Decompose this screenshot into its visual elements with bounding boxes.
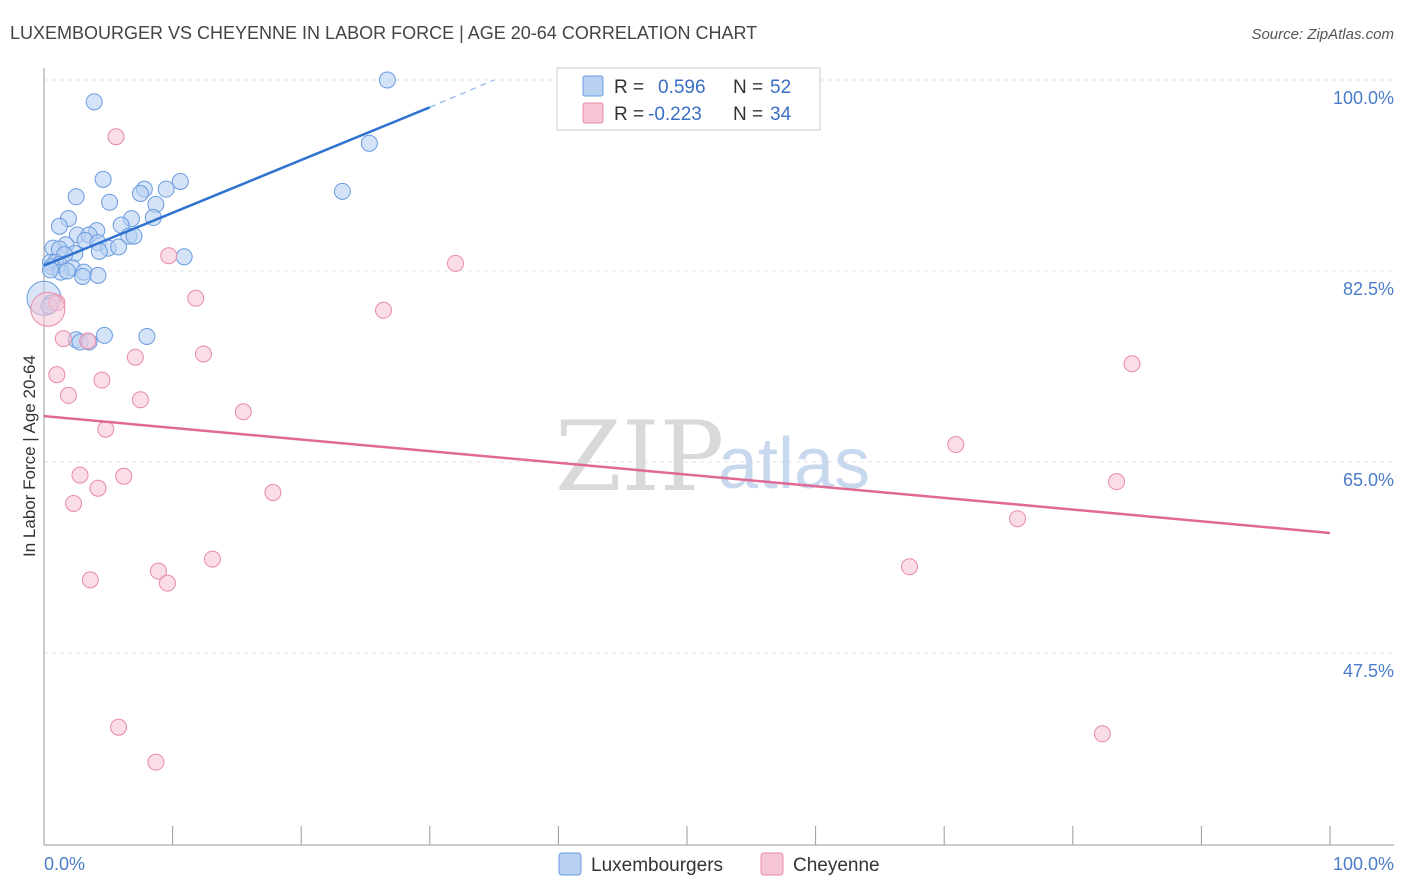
cheyenne-point-15 bbox=[234, 403, 252, 421]
legend-n-value-1: 52 bbox=[770, 77, 791, 98]
luxembourgers-point-0 bbox=[378, 71, 396, 89]
x-tick-marks bbox=[43, 826, 1331, 845]
luxembourgers-point-42 bbox=[74, 267, 92, 285]
cheyenne-point-1 bbox=[160, 247, 178, 265]
luxembourgers-point-2 bbox=[360, 134, 378, 152]
cheyenne-point-18 bbox=[71, 466, 89, 484]
y-tick-label-1: 82.5% bbox=[1343, 279, 1394, 299]
cheyenne-point-16 bbox=[97, 420, 115, 438]
cheyenne-point-25 bbox=[203, 550, 221, 568]
cheyenne-point-14 bbox=[59, 386, 77, 404]
x-tick-label-right: 100.0% bbox=[1333, 854, 1394, 874]
cheyenne-point-21 bbox=[1108, 473, 1126, 491]
luxembourgers-point-6 bbox=[157, 180, 175, 198]
y-tick-label-3: 47.5% bbox=[1343, 661, 1394, 681]
cheyenne-point-9 bbox=[126, 348, 144, 366]
cheyenne-point-23 bbox=[65, 494, 83, 512]
cheyenne-point-13 bbox=[131, 391, 149, 409]
cheyenne-point-10 bbox=[1123, 355, 1141, 373]
cheyenne-trend-line bbox=[43, 414, 1331, 535]
cheyenne-point-2 bbox=[447, 254, 465, 272]
cheyenne-point-8 bbox=[194, 345, 212, 363]
cheyenne-point-28 bbox=[81, 571, 99, 589]
cheyenne-point-22 bbox=[264, 484, 282, 502]
cheyenne-point-5 bbox=[375, 301, 393, 319]
y-tick-labels: 100.0% 82.5% 65.0% 47.5% bbox=[1333, 88, 1394, 681]
legend-n-label-2: N = bbox=[733, 104, 763, 125]
luxembourgers-point-39 bbox=[58, 262, 76, 280]
legend-r-label-2: R = bbox=[614, 104, 644, 125]
chart-source: Source: ZipAtlas.com bbox=[1251, 26, 1394, 43]
cheyenne-point-3 bbox=[187, 289, 205, 307]
data-points bbox=[26, 71, 1141, 771]
cheyenne-point-30 bbox=[110, 718, 128, 736]
cheyenne-point-31 bbox=[147, 753, 165, 771]
chart-title: LUXEMBOURGER VS CHEYENNE IN LABOR FORCE … bbox=[10, 23, 757, 43]
luxembourgers-trend-extension bbox=[429, 79, 495, 108]
legend-box: R = 0.596 N = 52 R = -0.223 N = 34 bbox=[556, 67, 821, 131]
watermark-atlas: atlas bbox=[718, 424, 870, 504]
cheyenne-point-20 bbox=[89, 479, 107, 497]
luxembourgers-point-9 bbox=[67, 188, 85, 206]
legend-swatch-cheyenne bbox=[582, 102, 604, 124]
luxembourgers-point-43 bbox=[89, 266, 107, 284]
luxembourgers-point-32 bbox=[175, 248, 193, 266]
gridlines bbox=[44, 79, 1394, 654]
cheyenne-point-0 bbox=[107, 128, 125, 146]
legend-r-value-1: 0.596 bbox=[658, 77, 706, 98]
luxembourgers-point-47 bbox=[138, 327, 156, 345]
cheyenne-point-19 bbox=[115, 467, 133, 485]
watermark-zip: ZIP bbox=[555, 401, 724, 513]
legend-n-value-2: 34 bbox=[770, 104, 792, 125]
luxembourgers-point-26 bbox=[110, 238, 128, 256]
legend-r-value-2: -0.223 bbox=[648, 104, 702, 125]
cheyenne-point-27 bbox=[900, 558, 918, 576]
luxembourgers-point-7 bbox=[131, 185, 149, 203]
luxembourgers-point-46 bbox=[95, 326, 113, 344]
bottom-legend-label-cheyenne: Cheyenne bbox=[793, 855, 880, 876]
bottom-legend-label-luxembourgers: Luxembourgers bbox=[591, 855, 723, 876]
cheyenne-point-11 bbox=[48, 366, 66, 384]
x-tick-label-left: 0.0% bbox=[44, 854, 85, 874]
bottom-legend-swatch-luxembourgers bbox=[558, 852, 582, 876]
legend-swatch-luxembourgers bbox=[582, 75, 604, 97]
luxembourgers-point-16 bbox=[50, 217, 68, 235]
cheyenne-point-17 bbox=[947, 436, 965, 454]
luxembourgers-point-8 bbox=[333, 182, 351, 200]
cheyenne-point-26 bbox=[149, 562, 167, 580]
cheyenne-point-12 bbox=[93, 371, 111, 389]
legend-n-label-1: N = bbox=[733, 77, 763, 98]
legend-r-label-1: R = bbox=[614, 77, 644, 98]
y-tick-label-2: 65.0% bbox=[1343, 470, 1394, 490]
y-tick-label-0: 100.0% bbox=[1333, 88, 1394, 108]
luxembourgers-point-1 bbox=[85, 93, 103, 111]
cheyenne-point-32 bbox=[1093, 725, 1111, 743]
luxembourgers-point-3 bbox=[94, 170, 112, 188]
y-axis-label: In Labor Force | Age 20-64 bbox=[20, 355, 39, 557]
bottom-legend: Luxembourgers Cheyenne bbox=[558, 852, 880, 876]
cheyenne-point-24 bbox=[1009, 510, 1027, 528]
cheyenne-point-33 bbox=[30, 291, 66, 327]
cheyenne-point-7 bbox=[79, 332, 97, 350]
luxembourgers-point-4 bbox=[171, 173, 189, 191]
trend-lines bbox=[43, 79, 1331, 535]
watermark: ZIP atlas bbox=[555, 401, 870, 513]
luxembourgers-point-10 bbox=[101, 193, 119, 211]
bottom-legend-swatch-cheyenne bbox=[760, 852, 784, 876]
cheyenne-point-29 bbox=[158, 574, 176, 592]
luxembourgers-trend-line bbox=[43, 106, 431, 267]
cheyenne-point-6 bbox=[54, 330, 72, 348]
